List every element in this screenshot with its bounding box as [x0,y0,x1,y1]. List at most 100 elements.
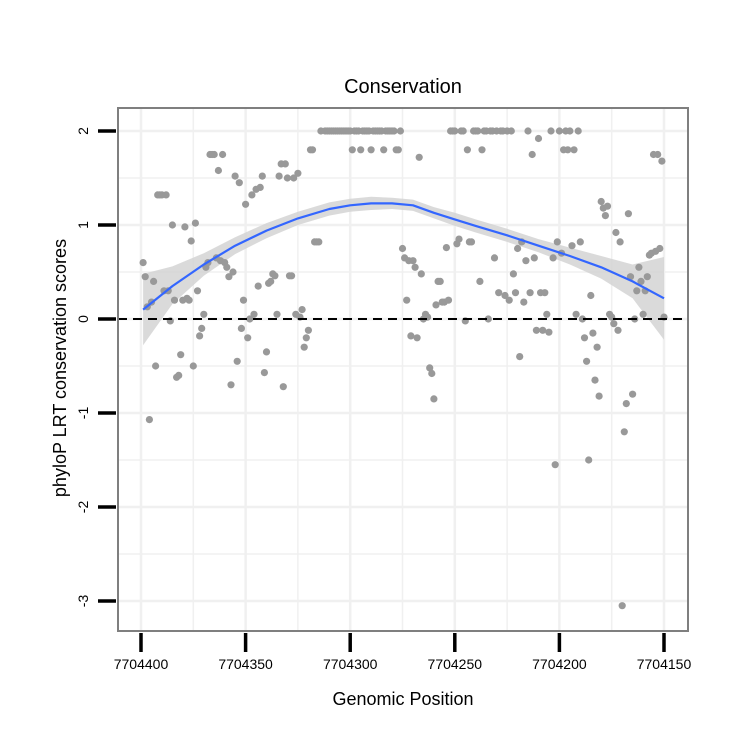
data-point [409,257,417,265]
y-tick-label: -2 [75,501,91,514]
data-point [398,244,407,253]
data-point [152,362,160,370]
data-point [308,146,317,154]
data-point [591,376,599,384]
data-point [566,127,574,135]
data-point [478,146,486,154]
data-point [530,254,538,262]
data-point [509,270,517,278]
data-point [551,461,559,469]
x-axis-title: Genomic Position [332,689,473,709]
data-point [394,146,402,154]
data-point [618,602,626,610]
data-point [639,310,647,318]
panel-border [117,107,689,632]
data-point [302,334,310,342]
data-point [426,364,434,372]
data-point [524,127,532,135]
data-point [428,369,436,378]
data-point [390,127,398,135]
data-point [191,219,199,227]
data-point [210,150,218,159]
y-tick-label: 1 [75,221,91,229]
data-point [490,254,499,262]
y-tick-label: 2 [75,127,91,135]
data-point [430,395,438,403]
data-point [281,160,289,168]
data-point [193,287,202,295]
data-point [633,287,641,295]
data-point [413,334,421,342]
confidence-band [143,196,665,346]
data-point [520,298,528,306]
data-point [237,324,245,332]
data-point [514,244,522,253]
data-point [595,392,603,400]
data-point [244,334,252,342]
data-point [459,127,467,135]
data-point [294,169,302,177]
data-point [196,332,204,340]
data-point [624,210,633,218]
data-point [511,289,520,297]
data-point [227,381,235,389]
data-point [564,146,572,154]
data-point [189,362,197,370]
data-point [463,146,471,154]
x-tick-label: 7704400 [114,656,169,672]
data-point [367,146,375,154]
data-point [587,291,595,300]
data-point [555,127,564,135]
data-point [141,273,149,281]
data-point [150,277,158,285]
data-point [442,244,450,252]
data-point [417,270,425,278]
data-point [436,277,444,285]
data-point [231,172,239,180]
data-point [271,272,279,280]
data-point [175,371,183,379]
data-point [162,191,170,199]
data-point [549,254,557,262]
data-point [403,296,411,304]
data-point [170,296,179,304]
data-point [505,296,513,304]
data-point [235,179,243,187]
data-point [267,277,275,285]
data-point [256,183,264,191]
data-point [603,202,612,210]
data-point [451,127,459,135]
data-point [283,174,291,182]
data-point [526,289,534,297]
x-tick-label: 7704300 [323,656,378,672]
data-point [229,268,237,276]
data-point [290,174,298,182]
data-point [214,166,222,175]
data-point [612,228,620,237]
data-point [484,315,492,323]
data-point [476,277,484,285]
data-point [616,238,624,246]
data-point [380,146,388,154]
data-point [300,343,308,351]
data-point [260,369,268,377]
data-point [315,238,323,246]
data-point [528,150,536,159]
data-point [432,301,440,309]
y-tick-label: -3 [75,595,91,608]
data-point [545,328,553,336]
data-point [254,282,262,290]
data-point [304,326,312,334]
confidence-band-layer [143,196,665,346]
data-point [583,357,591,365]
data-point [516,353,524,361]
data-point [223,263,231,271]
grid-lines [118,108,688,631]
data-point [262,348,271,356]
data-point [547,127,555,135]
data-point [415,153,423,161]
data-point [620,428,628,436]
data-point [637,277,645,285]
data-point [396,127,404,135]
data-point [258,172,266,180]
